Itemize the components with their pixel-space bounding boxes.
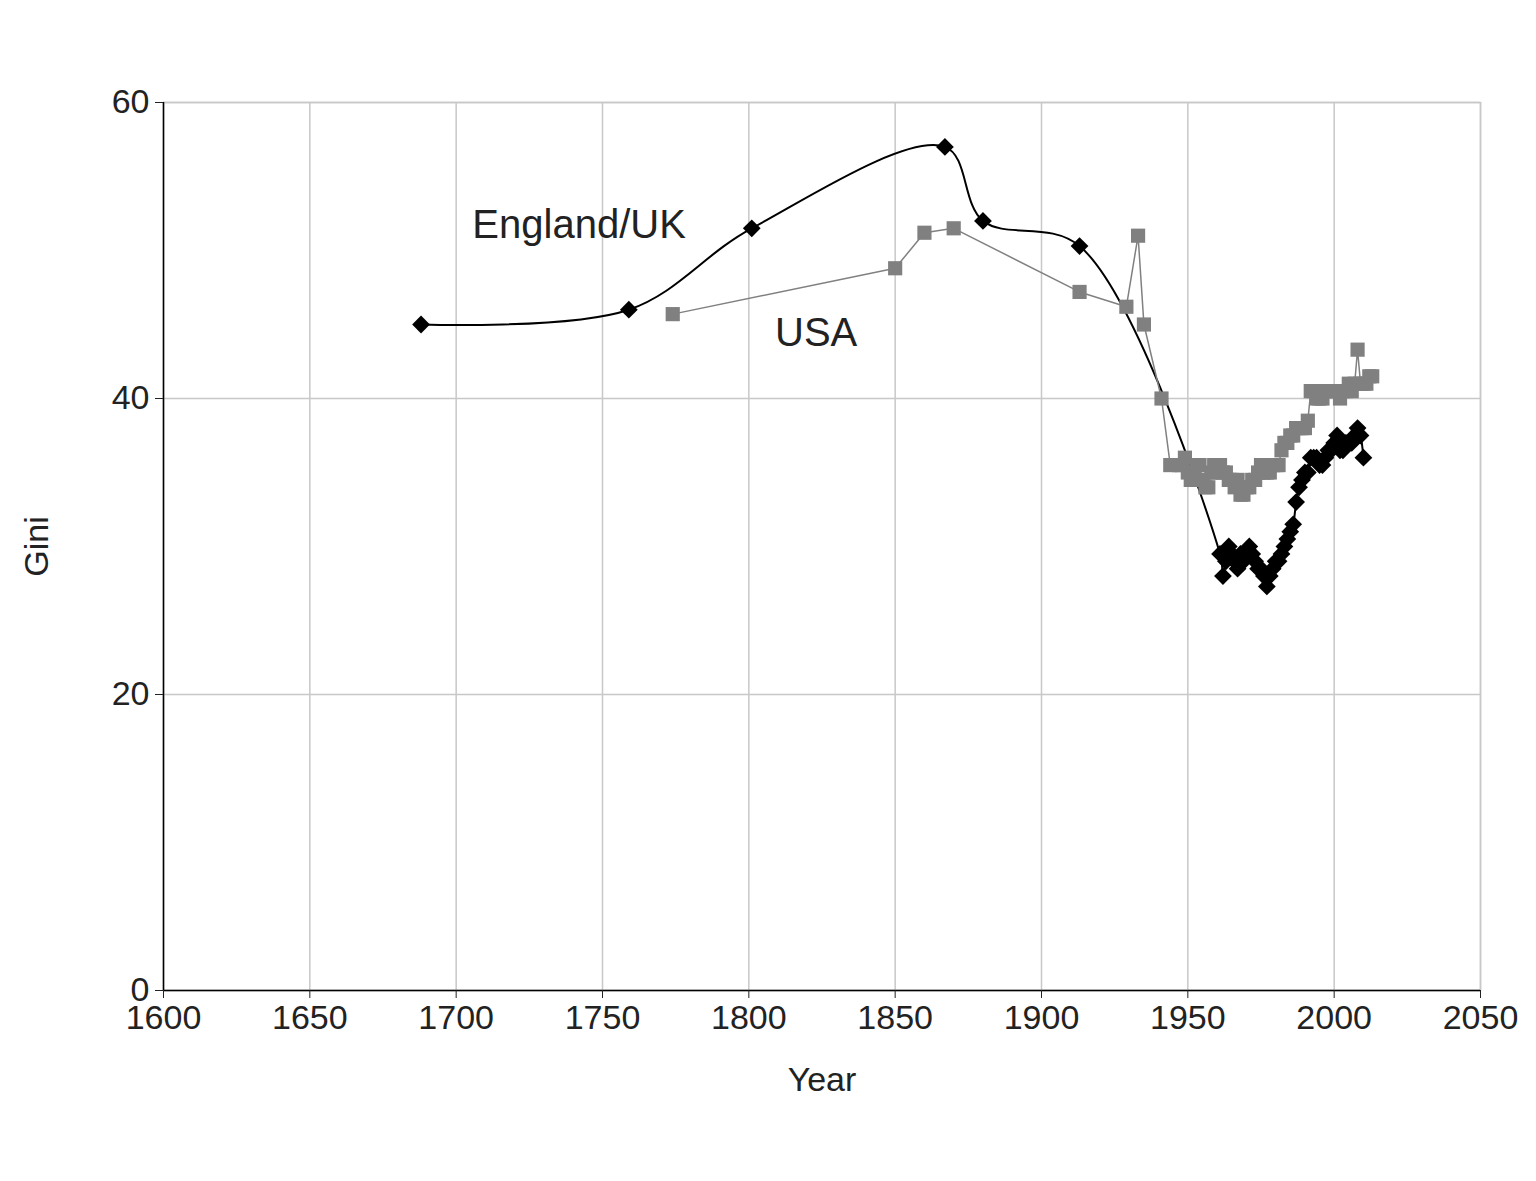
svg-text:1650: 1650: [272, 998, 348, 1036]
svg-text:40: 40: [112, 378, 150, 416]
svg-text:1750: 1750: [565, 998, 641, 1036]
svg-text:2000: 2000: [1296, 998, 1372, 1036]
svg-text:1600: 1600: [125, 997, 202, 1036]
svg-text:1950: 1950: [1150, 998, 1226, 1036]
svg-text:1700: 1700: [418, 998, 494, 1036]
svg-text:1800: 1800: [711, 998, 787, 1036]
svg-text:England/UK: England/UK: [472, 202, 686, 246]
svg-text:20: 20: [112, 674, 150, 712]
svg-text:60: 60: [112, 82, 150, 120]
svg-text:USA: USA: [775, 310, 858, 354]
svg-text:2050: 2050: [1443, 998, 1519, 1036]
svg-text:0: 0: [131, 970, 150, 1008]
svg-text:Gini: Gini: [17, 516, 55, 576]
svg-text:1900: 1900: [1004, 998, 1080, 1036]
svg-text:Year: Year: [788, 1060, 857, 1098]
svg-text:1850: 1850: [857, 998, 933, 1036]
